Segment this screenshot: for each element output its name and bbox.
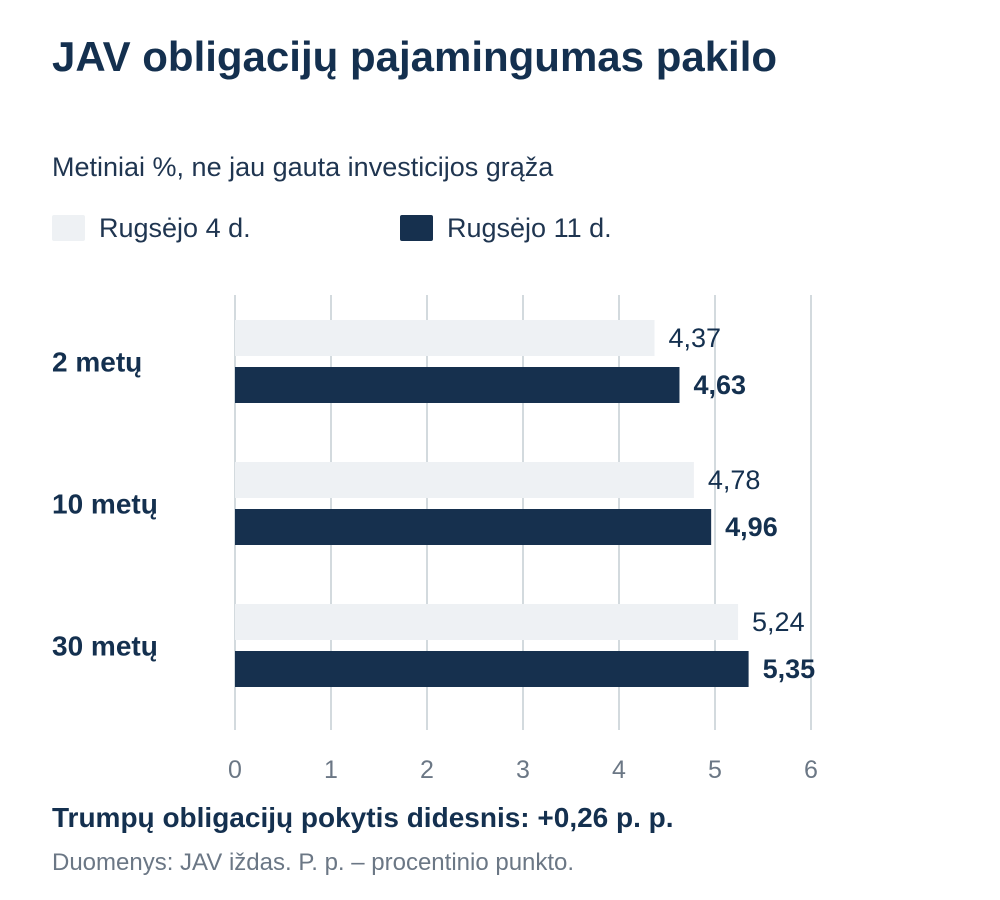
x-tick-label-0: 0 xyxy=(228,756,242,784)
data-label: 4,37 xyxy=(669,323,722,353)
chart-subtitle: Metiniai %, ne jau gauta investicijos gr… xyxy=(52,152,554,182)
legend-label-sep11: Rugsėjo 11 d. xyxy=(447,212,612,243)
legend-item-sep11: Rugsėjo 11 d. xyxy=(400,208,612,248)
legend-swatch-sep11 xyxy=(400,215,433,241)
bar-sep11 xyxy=(235,651,749,687)
data-label: 4,63 xyxy=(693,370,746,400)
data-label: 5,24 xyxy=(752,607,805,637)
category-label: 10 metų xyxy=(52,489,158,520)
category-label: 30 metų xyxy=(52,631,158,662)
x-tick-label-6: 6 xyxy=(804,756,818,784)
data-label: 4,78 xyxy=(708,465,761,495)
bar-chart: 0 1 2 3 4 5 6 2 metų 4,37 4,63 10 metų 4,78 4,96 30 m… xyxy=(52,295,818,784)
x-tick-label-4: 4 xyxy=(612,756,626,784)
bar-sep11 xyxy=(235,509,712,545)
legend: Rugsėjo 4 d. Rugsėjo 11 d. xyxy=(52,208,952,248)
chart-source: Duomenys: JAV iždas. P. p. – procentinio… xyxy=(52,849,575,876)
bar-sep4 xyxy=(235,462,694,498)
legend-swatch-sep4 xyxy=(52,215,85,241)
x-tick-label-5: 5 xyxy=(708,756,722,784)
data-label: 4,96 xyxy=(725,512,778,542)
category-label: 2 metų xyxy=(52,347,142,378)
data-label: 5,35 xyxy=(763,654,816,684)
x-tick-label-2: 2 xyxy=(420,756,434,784)
bar-sep4 xyxy=(235,604,739,640)
chart-title: JAV obligacijų pajamingumas pakilo xyxy=(52,33,778,80)
x-tick-label-1: 1 xyxy=(324,756,338,784)
legend-item-sep4: Rugsėjo 4 d. xyxy=(52,208,251,248)
chart-note: Trumpų obligacijų pokytis didesnis: +0,2… xyxy=(52,802,674,833)
bar-sep4 xyxy=(235,320,655,356)
x-tick-label-3: 3 xyxy=(516,756,530,784)
legend-label-sep4: Rugsėjo 4 d. xyxy=(99,212,251,243)
bar-sep11 xyxy=(235,367,680,403)
